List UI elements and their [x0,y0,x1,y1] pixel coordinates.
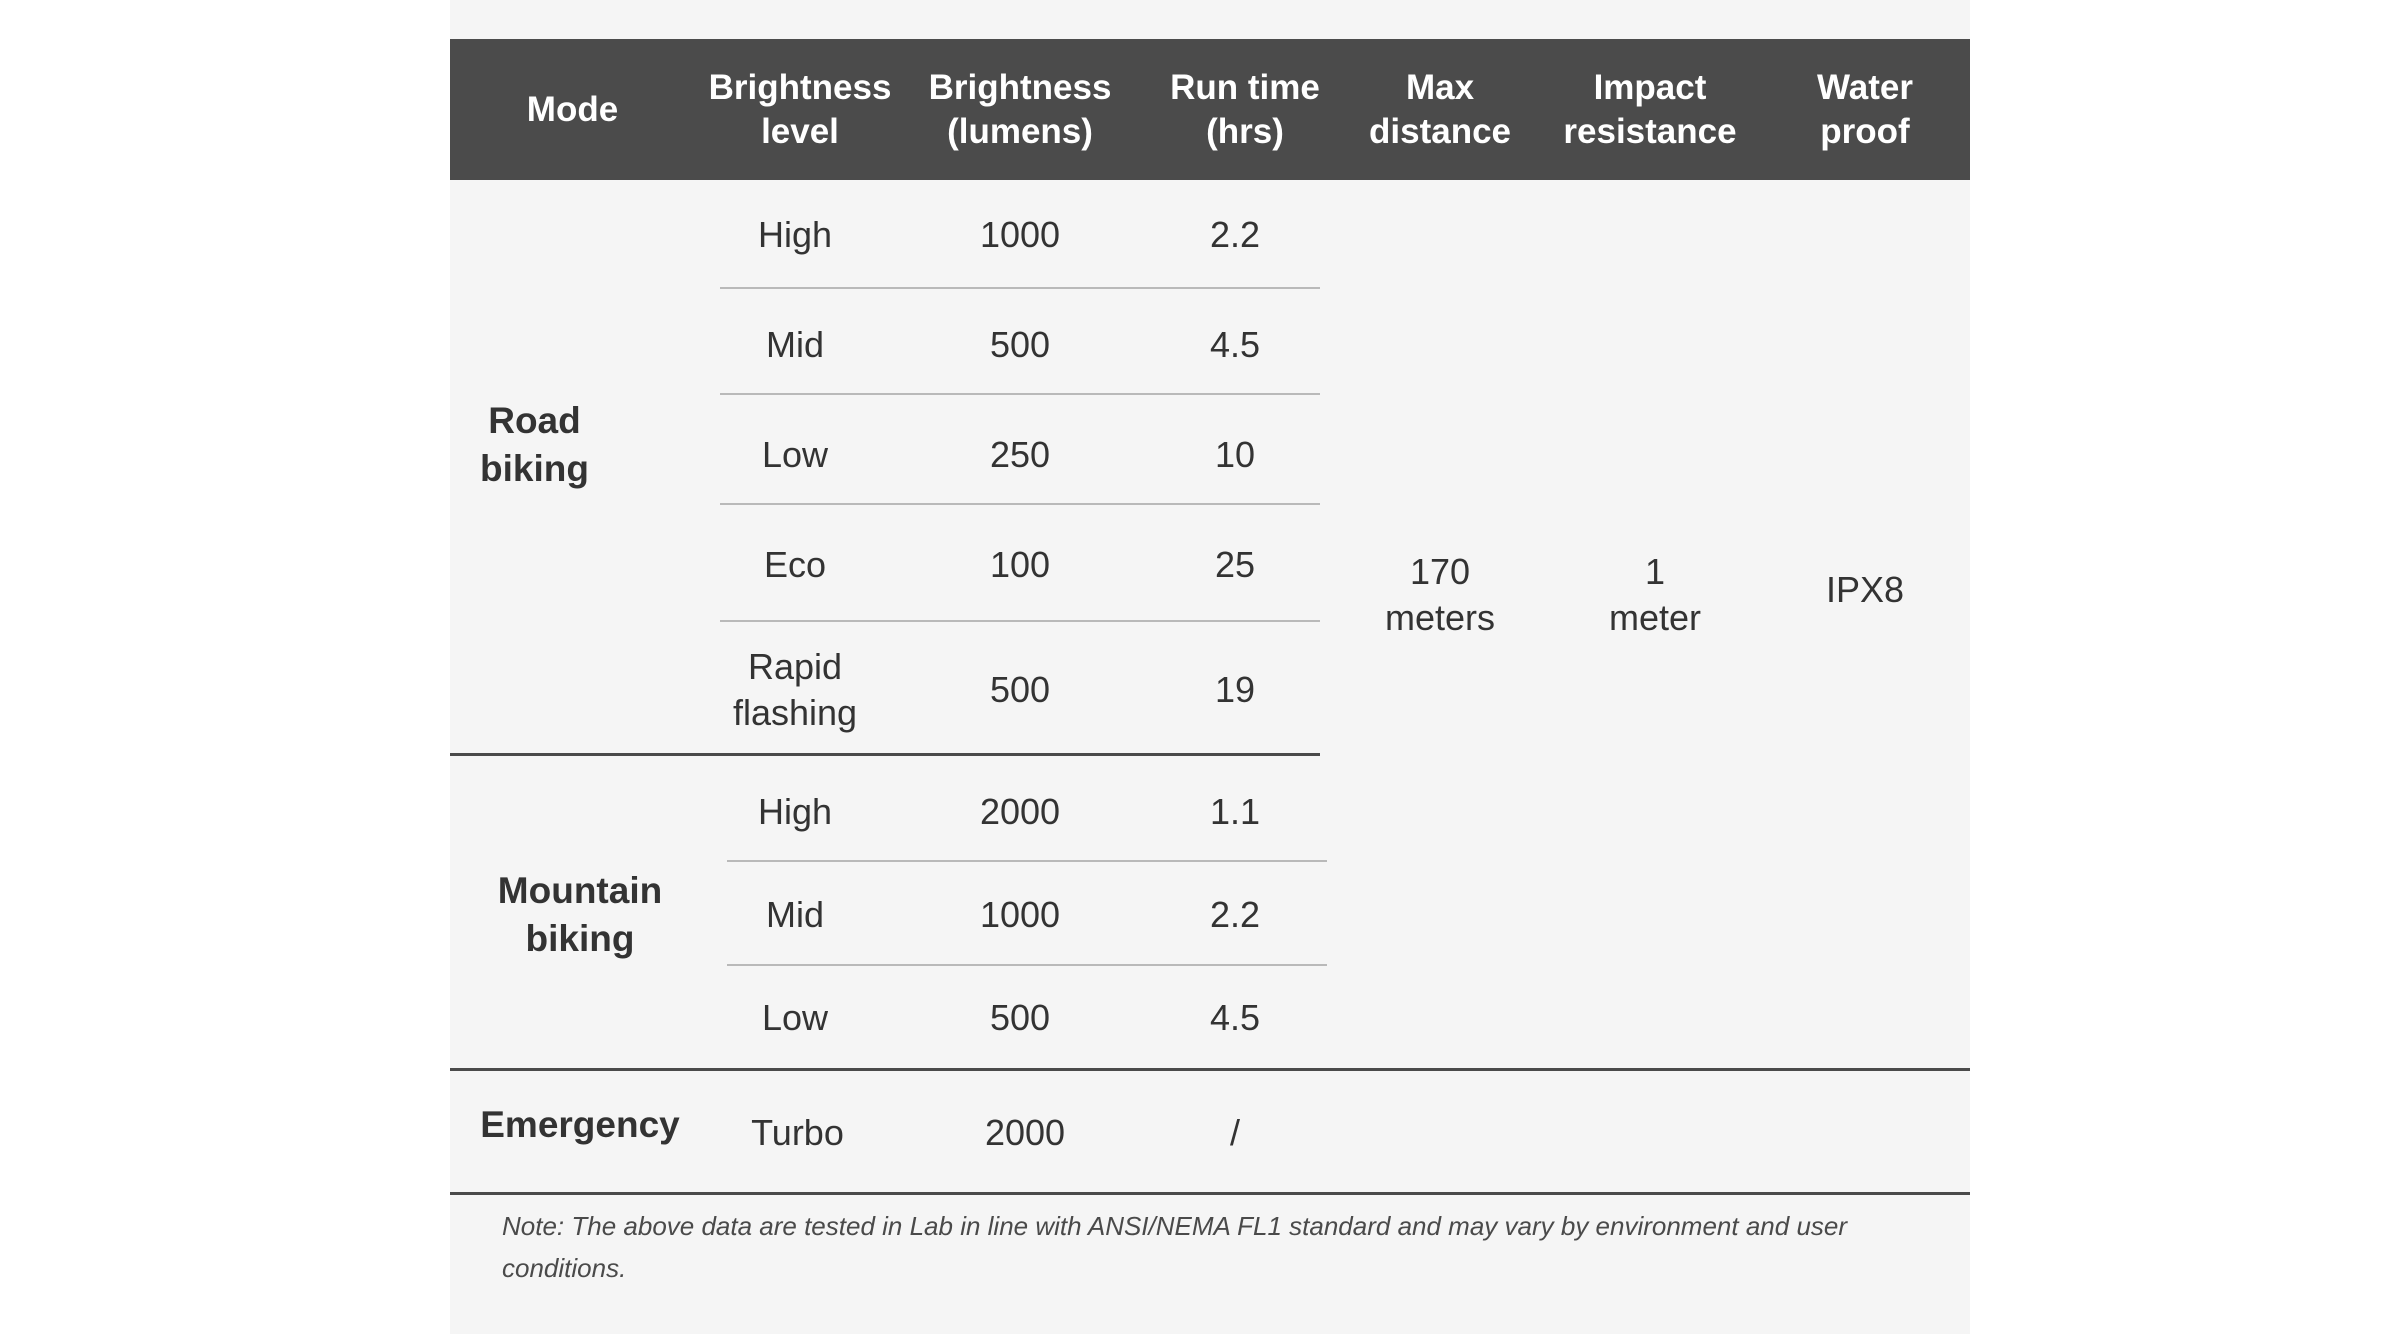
table-row-emergency-runtime: / [1229,1112,1240,1153]
table-row-road-eco-level: Eco [763,544,827,585]
row-divider [720,503,1320,505]
header-mode: Mode [526,89,619,129]
table-row-mountain-low-runtime: 4.5 [1209,997,1261,1038]
table-row-mountain-high-runtime: 1.1 [1209,791,1261,832]
max-distance-value: 170 meters [1384,551,1496,638]
header-max-distance: Max distance [1369,67,1511,151]
header-run-time: Run time (hrs) [1170,67,1320,151]
table-row-road-rapid-level: Rapid flashing [732,646,858,733]
table-row-road-low-lumens: 250 [989,434,1051,475]
table-row-road-eco-lumens: 100 [989,544,1051,585]
table-row-mountain-high-lumens: 2000 [979,791,1061,832]
water-proof-value: IPX8 [1825,569,1905,610]
group-divider [450,1068,1970,1071]
header-water-proof: Water proof [1817,67,1913,151]
table-row-road-eco-runtime: 25 [1214,544,1256,585]
impact-resistance-value: 1 meter [1608,551,1702,638]
table-row-road-mid-level: Mid [765,324,824,365]
header-brightness-level: Brightness level [708,67,892,151]
table-row-road-mid-runtime: 4.5 [1209,324,1261,365]
table-row-mountain-high-level: High [757,791,833,832]
header-impact-resistance: Impact resistance [1563,67,1737,151]
header-brightness-lumens: Brightness (lumens) [928,67,1112,151]
table-row-mountain-mid-runtime: 2.2 [1209,894,1261,935]
row-divider [727,860,1327,862]
table-row-mountain-low-level: Low [761,997,829,1038]
table-row-road-high-runtime: 2.2 [1209,214,1261,255]
table-row-road-mid-lumens: 500 [989,324,1051,365]
row-divider [727,964,1327,966]
table-row-road-rapid-lumens: 500 [989,669,1051,710]
table-row-road-high-level: High [757,214,833,255]
table-row-road-high-lumens: 1000 [979,214,1061,255]
mode-mountain-biking: Mountain biking [497,870,663,959]
table-row-emergency-level: Turbo [751,1112,844,1153]
spec-table-panel [450,0,1970,1334]
table-row-mountain-mid-lumens: 1000 [979,894,1061,935]
group-divider [450,753,1320,756]
table-row-road-low-level: Low [761,434,829,475]
table-row-mountain-mid-level: Mid [765,894,824,935]
row-divider [720,287,1320,289]
row-divider [720,620,1320,622]
mode-emergency: Emergency [480,1104,680,1145]
table-row-mountain-low-lumens: 500 [989,997,1051,1038]
footnote: Note: The above data are tested in Lab i… [502,1211,1848,1283]
row-divider [720,393,1320,395]
table-row-road-low-runtime: 10 [1214,434,1256,475]
mode-road-biking: Road biking [480,400,589,489]
group-divider [450,1192,1970,1195]
table-row-emergency-lumens: 2000 [984,1112,1066,1153]
table-row-road-rapid-runtime: 19 [1214,669,1256,710]
table-header [450,39,1970,180]
